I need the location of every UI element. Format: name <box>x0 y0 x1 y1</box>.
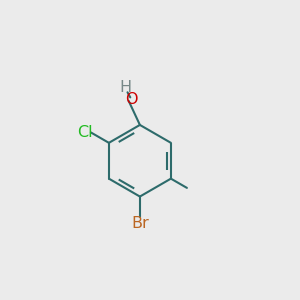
Text: Br: Br <box>131 216 149 231</box>
Text: H: H <box>120 80 132 95</box>
Text: O: O <box>125 92 138 107</box>
Text: Cl: Cl <box>77 125 93 140</box>
